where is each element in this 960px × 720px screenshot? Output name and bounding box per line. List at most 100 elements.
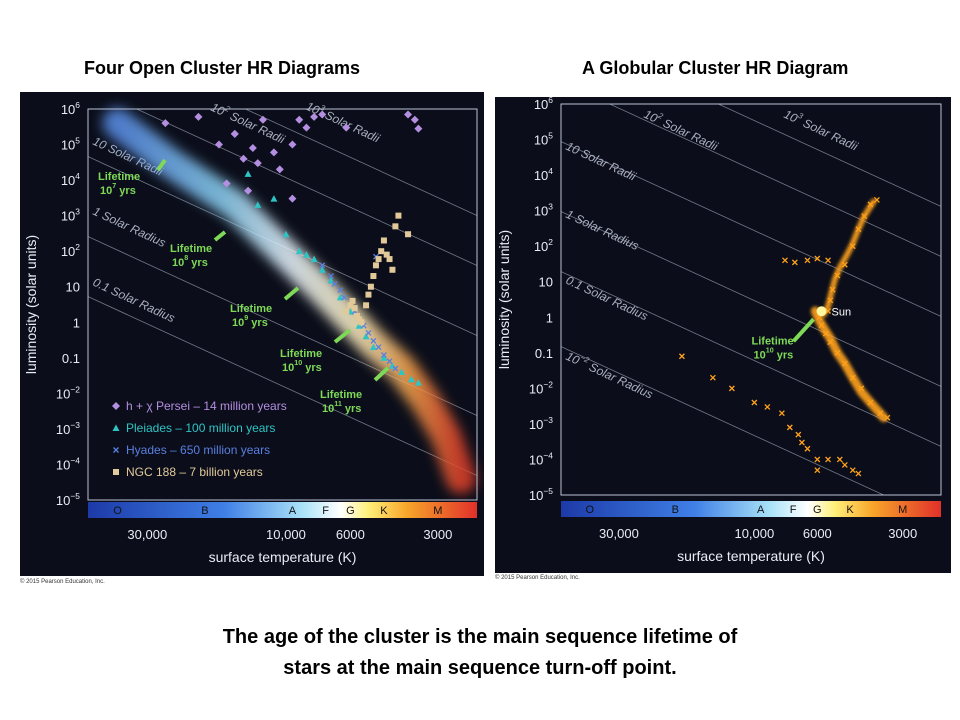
x-tick-label: 10,000	[266, 527, 306, 542]
data-point	[347, 302, 354, 309]
data-point	[867, 201, 874, 208]
y-tick-label: 103	[534, 202, 553, 219]
data-point	[827, 297, 834, 304]
radius-line-label: 102 Solar Radii	[209, 98, 288, 146]
y-tick-label: 103	[61, 207, 80, 224]
data-point	[375, 344, 382, 351]
data-point	[861, 213, 868, 220]
lifetime-value: 1010 yrs	[282, 359, 322, 374]
data-point	[342, 123, 351, 132]
radius-line	[244, 109, 477, 216]
data-point	[244, 170, 252, 177]
data-point	[786, 424, 793, 431]
data-point	[392, 223, 399, 230]
data-point	[353, 313, 360, 320]
data-point	[355, 322, 363, 329]
data-point	[410, 115, 419, 124]
data-point	[349, 297, 356, 304]
data-point	[327, 273, 334, 279]
y-tick-label: 0.1	[62, 351, 80, 366]
data-point	[389, 266, 396, 273]
copyright-left: © 2015 Pearson Education, Inc.	[20, 579, 105, 585]
data-point	[358, 319, 365, 326]
data-point	[372, 262, 379, 269]
radius-line	[561, 271, 941, 447]
data-point	[282, 230, 290, 238]
data-point	[836, 456, 843, 463]
data-point	[244, 186, 253, 195]
radius-line	[561, 211, 941, 387]
lifetime-label: Lifetime	[170, 243, 212, 255]
legend-marker	[112, 402, 120, 410]
legend: h + χ Persei – 14 million years Pleiades …	[112, 399, 287, 479]
legend-marker	[112, 424, 120, 431]
lifetime-label: Lifetime	[98, 171, 140, 183]
data-point	[825, 308, 832, 314]
radius-line	[561, 346, 885, 495]
data-point	[867, 399, 874, 406]
data-point	[302, 123, 311, 132]
data-point	[248, 143, 257, 152]
plot-frame	[560, 103, 942, 496]
data-point	[873, 196, 880, 203]
spectral-class-label: A	[757, 504, 765, 516]
series-diamond	[161, 110, 423, 203]
data-point	[822, 330, 829, 337]
data-point	[365, 291, 372, 298]
x-tick-label: 3000	[423, 527, 452, 542]
y-axis-label: luminosity (solar units)	[23, 235, 39, 374]
data-point	[239, 154, 248, 163]
main-sequence-band	[810, 306, 889, 423]
radius-lines	[88, 109, 477, 476]
data-point	[378, 248, 385, 255]
radius-line-label: 1 Solar Radius	[564, 207, 641, 253]
x-tick-label: 6000	[336, 527, 365, 542]
legend-label: Pleiades – 100 million years	[126, 421, 275, 435]
data-point	[380, 237, 387, 244]
data-point	[319, 262, 326, 269]
left-chart-title: Four Open Cluster HR Diagrams	[84, 58, 361, 78]
y-tick-label: 0.1	[535, 346, 553, 361]
lifetime-pointer	[373, 366, 390, 382]
data-point	[275, 165, 284, 174]
data-point	[351, 305, 358, 312]
data-point	[269, 148, 278, 157]
data-point	[804, 257, 811, 264]
data-point	[849, 467, 856, 474]
spectral-class-label: O	[586, 504, 595, 516]
lifetime-value: 1011 yrs	[322, 400, 361, 415]
data-point	[407, 375, 415, 383]
lifetime-pointer	[213, 230, 227, 242]
radius-line-label: 103 Solar Radii	[304, 97, 383, 145]
data-point	[331, 280, 338, 287]
data-point	[386, 358, 393, 365]
data-point	[310, 112, 319, 121]
data-point	[849, 374, 856, 381]
data-point	[258, 115, 267, 124]
data-point	[380, 354, 388, 361]
x-axis-label: surface temperature (K)	[209, 549, 357, 565]
data-point	[404, 110, 413, 119]
data-point	[295, 115, 304, 124]
data-point	[405, 231, 412, 238]
lifetime-value: 1010 yrs	[754, 346, 794, 361]
series-square	[343, 212, 412, 326]
y-tick-label: 10−5	[56, 491, 80, 508]
data-point	[858, 385, 865, 392]
globular-cluster-hr-chart: 102 Solar Radii 103 Solar Radii 10 Solar R…	[496, 97, 942, 564]
data-point	[849, 243, 856, 250]
y-tick-label: 104	[61, 171, 80, 188]
sun-marker	[816, 306, 827, 317]
data-point	[375, 256, 382, 263]
data-point	[365, 330, 372, 336]
lifetime-label: Lifetime	[280, 348, 322, 360]
data-point	[370, 273, 377, 280]
spectral-class-label: K	[846, 504, 854, 516]
data-point	[414, 124, 423, 133]
data-point	[386, 256, 393, 263]
spectral-class-bar	[561, 501, 941, 517]
data-point	[834, 349, 841, 356]
data-point	[728, 385, 735, 392]
data-point	[791, 259, 798, 266]
data-point	[825, 456, 832, 463]
